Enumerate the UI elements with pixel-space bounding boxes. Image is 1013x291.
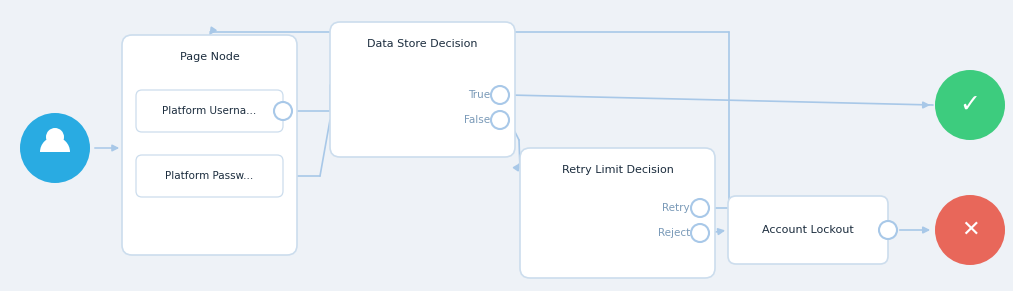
FancyBboxPatch shape	[136, 155, 283, 197]
Circle shape	[935, 195, 1005, 265]
FancyBboxPatch shape	[122, 35, 297, 255]
FancyBboxPatch shape	[520, 148, 715, 278]
Text: True: True	[468, 90, 490, 100]
Text: Reject: Reject	[657, 228, 690, 238]
Text: Platform Userna...: Platform Userna...	[162, 106, 256, 116]
Circle shape	[491, 111, 509, 129]
Circle shape	[46, 128, 64, 146]
Circle shape	[691, 199, 709, 217]
Text: ✕: ✕	[960, 220, 980, 240]
FancyBboxPatch shape	[330, 22, 515, 157]
Text: Retry Limit Decision: Retry Limit Decision	[561, 165, 674, 175]
Wedge shape	[40, 137, 70, 152]
Circle shape	[274, 102, 292, 120]
Circle shape	[491, 86, 509, 104]
Text: ✓: ✓	[959, 93, 981, 117]
Text: Retry: Retry	[663, 203, 690, 213]
Circle shape	[691, 224, 709, 242]
Text: Data Store Decision: Data Store Decision	[368, 39, 478, 49]
Text: Account Lockout: Account Lockout	[762, 225, 854, 235]
Text: Platform Passw...: Platform Passw...	[165, 171, 253, 181]
Text: False: False	[464, 115, 490, 125]
Text: Page Node: Page Node	[179, 52, 239, 62]
Circle shape	[20, 113, 90, 183]
Circle shape	[879, 221, 897, 239]
FancyBboxPatch shape	[728, 196, 888, 264]
FancyBboxPatch shape	[136, 90, 283, 132]
Circle shape	[935, 70, 1005, 140]
